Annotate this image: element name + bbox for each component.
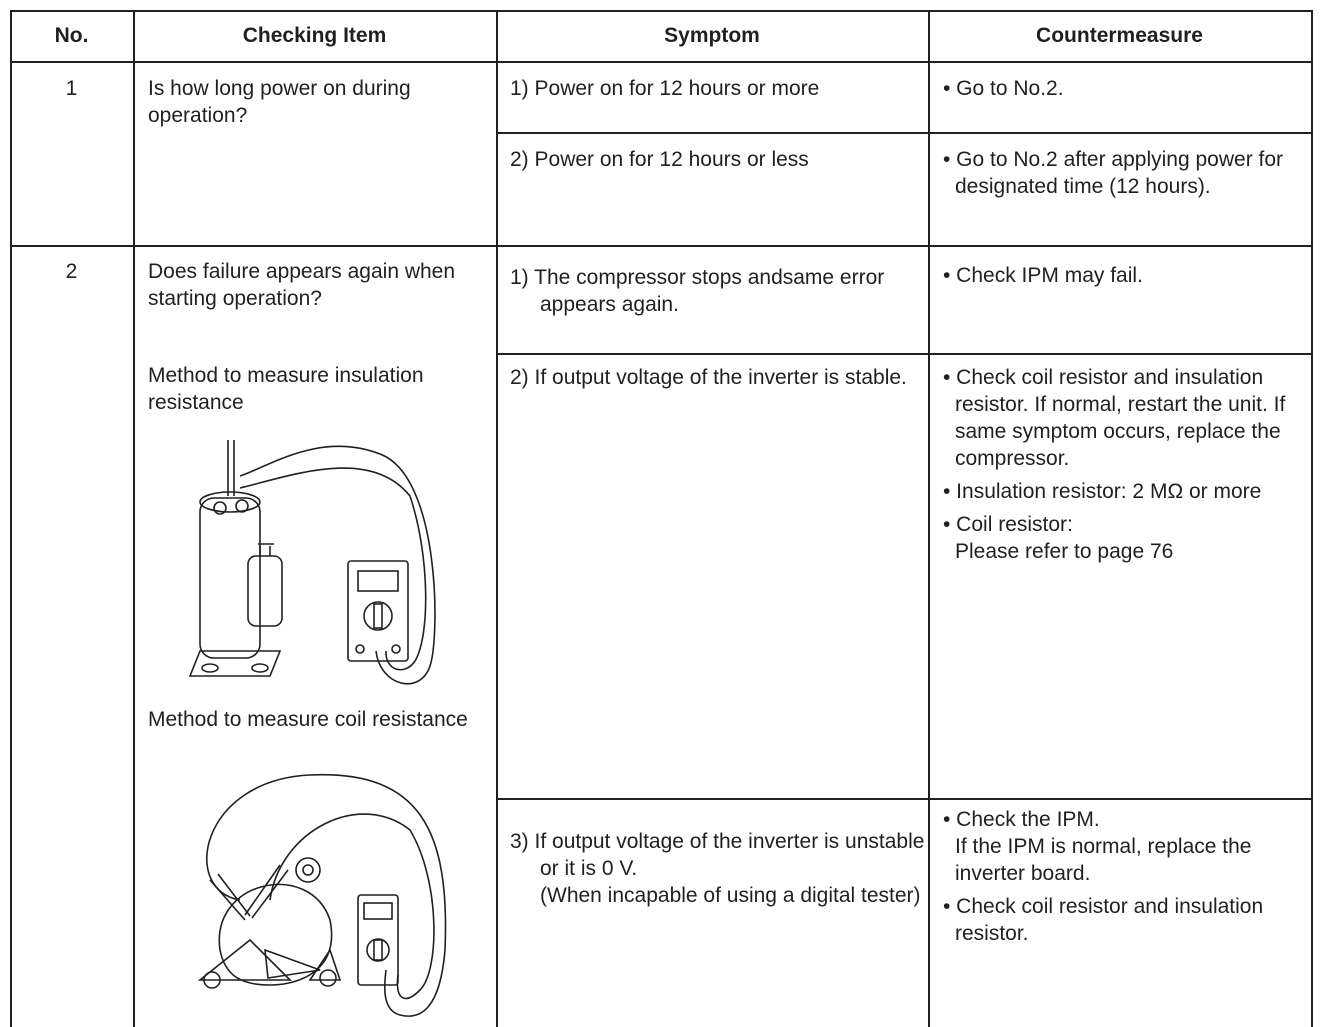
countermeasure: • Insulation resistor: 2 MΩ or more bbox=[943, 480, 1262, 503]
row-number: 2 bbox=[65, 260, 78, 283]
rule bbox=[496, 798, 1312, 800]
row-number: 1 bbox=[65, 77, 78, 100]
rule bbox=[496, 132, 1312, 134]
countermeasure-list: • Go to No.2. bbox=[943, 75, 1303, 108]
countermeasure-list: • Go to No.2 after applying power for de… bbox=[943, 146, 1303, 206]
rule bbox=[10, 10, 12, 1027]
header-cell: No. bbox=[54, 24, 89, 47]
countermeasure-list: • Check coil resistor and insulation res… bbox=[943, 364, 1303, 571]
header-cell: Countermeasure bbox=[1036, 24, 1203, 47]
checking-item: Does failure appears again when starting… bbox=[148, 260, 456, 310]
countermeasure-list: • Check the IPM. If the IPM is normal, r… bbox=[943, 806, 1303, 953]
countermeasure: • Check coil resistor and insulation res… bbox=[943, 366, 1286, 470]
insulation-illustration bbox=[188, 440, 436, 685]
rule bbox=[133, 10, 135, 1027]
symptom: 2) Power on for 12 hours or less bbox=[510, 148, 809, 171]
symptom: 1) Power on for 12 hours or more bbox=[510, 77, 820, 100]
checking-item: Method to measure insulation resistance bbox=[148, 364, 424, 414]
header-cell: Symptom bbox=[664, 24, 760, 47]
rule bbox=[496, 353, 1312, 355]
rule bbox=[928, 10, 930, 1027]
countermeasure-list: • Check IPM may fail. bbox=[943, 262, 1303, 295]
rule bbox=[10, 245, 1312, 247]
countermeasure: • Go to No.2 after applying power for de… bbox=[943, 148, 1284, 198]
countermeasure: • Go to No.2. bbox=[943, 77, 1064, 100]
checking-item: Method to measure coil resistance bbox=[148, 708, 468, 731]
countermeasure: • Coil resistor: Please refer to page 76 bbox=[943, 513, 1174, 563]
rule bbox=[10, 61, 1312, 63]
coil-illustration bbox=[197, 773, 447, 1017]
rule bbox=[1311, 10, 1313, 1027]
countermeasure: • Check the IPM. If the IPM is normal, r… bbox=[943, 808, 1252, 885]
countermeasure: • Check IPM may fail. bbox=[943, 264, 1143, 287]
symptom: 3) If output voltage of the inverter is … bbox=[510, 830, 925, 907]
rule bbox=[496, 10, 498, 1027]
symptom: 2) If output voltage of the inverter is … bbox=[510, 366, 907, 389]
checking-item: Is how long power on during operation? bbox=[148, 77, 411, 127]
symptom: 1) The compressor stops andsame error ap… bbox=[510, 266, 885, 316]
rule bbox=[10, 10, 1312, 12]
countermeasure: • Check coil resistor and insulation res… bbox=[943, 895, 1264, 945]
header-cell: Checking Item bbox=[242, 24, 387, 47]
